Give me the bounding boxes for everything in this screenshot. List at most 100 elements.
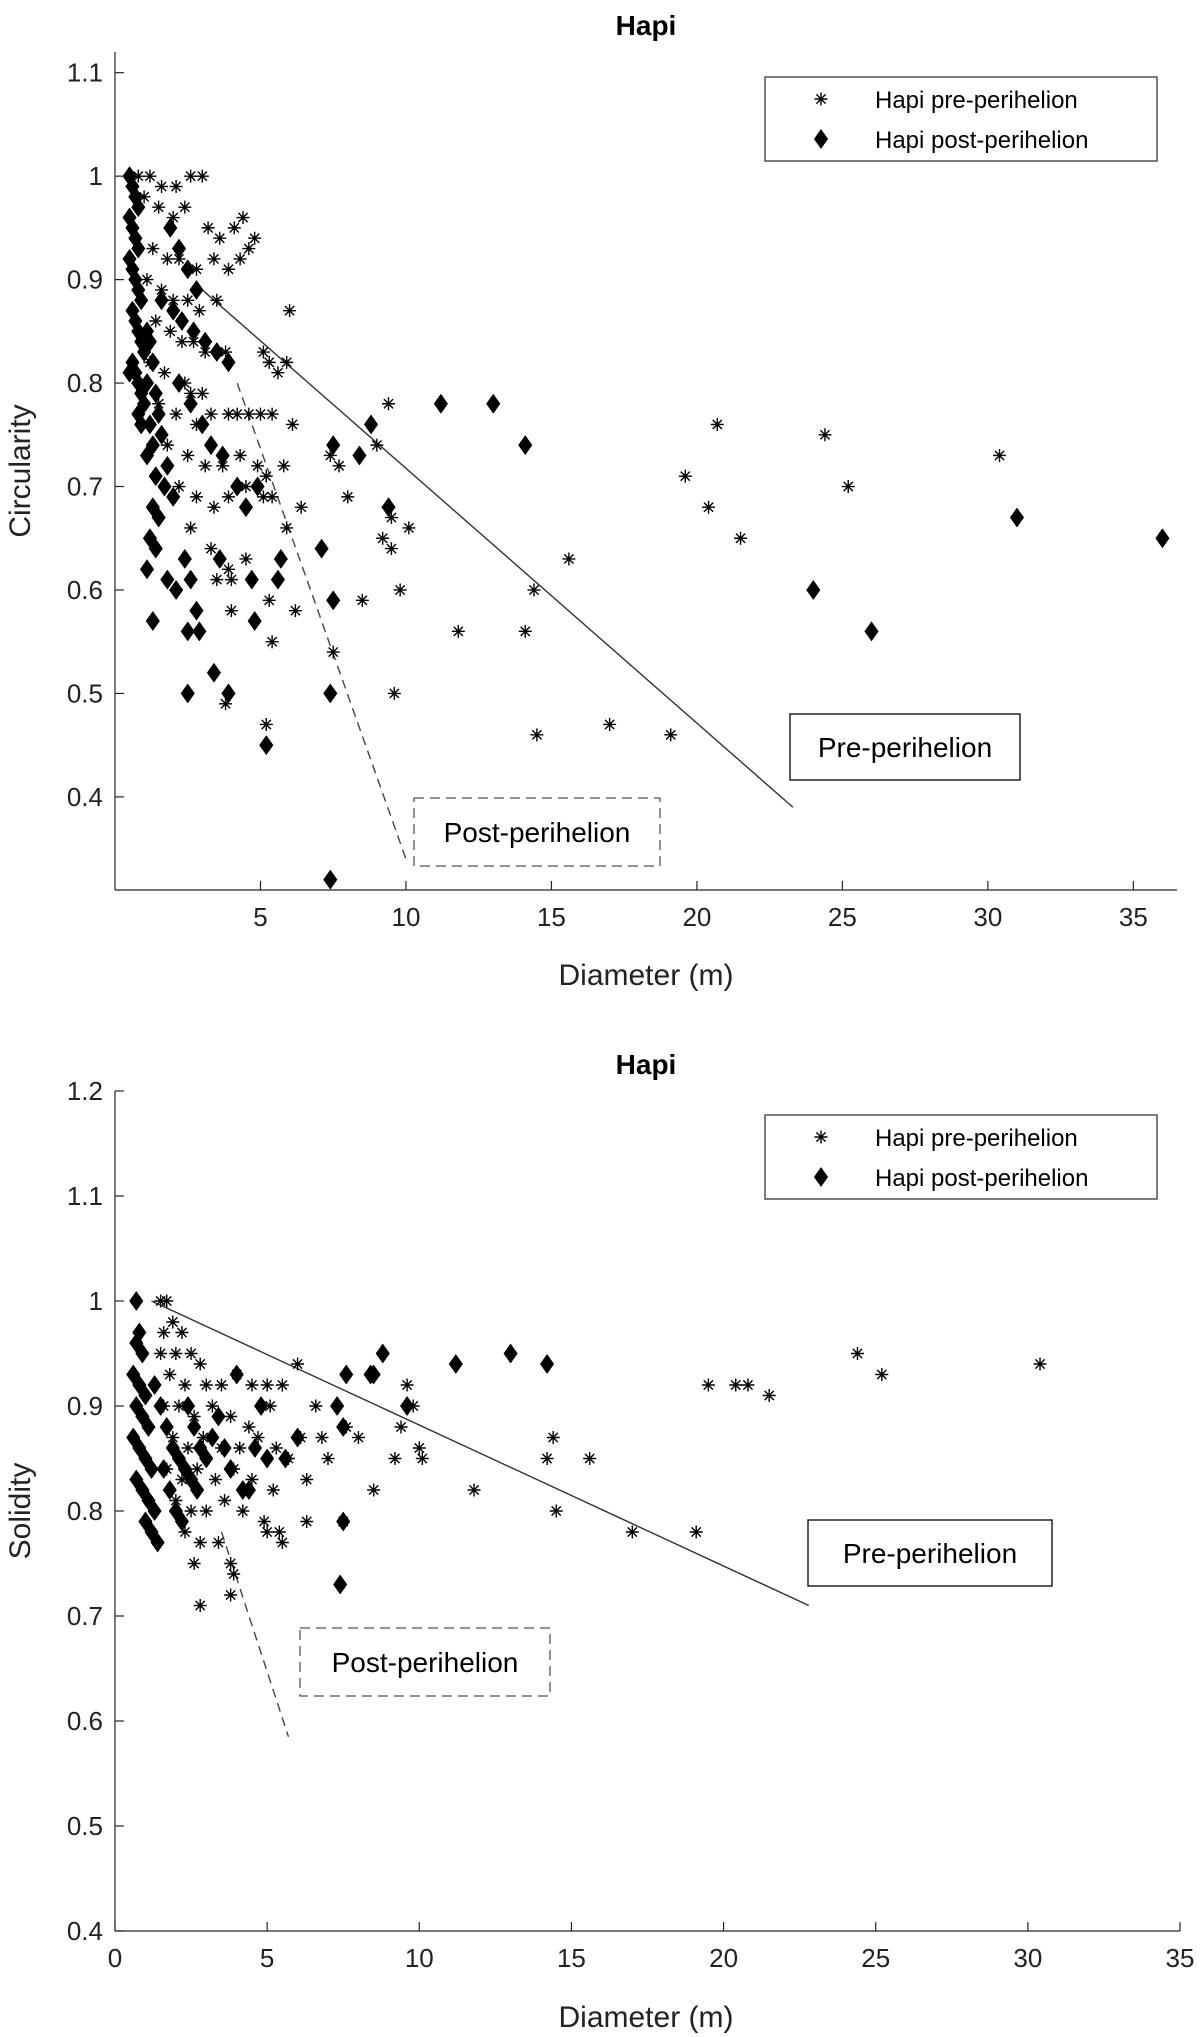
post-perihelion-point — [189, 600, 204, 621]
pre-perihelion-point — [326, 645, 340, 659]
pre-perihelion-point — [160, 438, 174, 452]
post-perihelion-point — [539, 1353, 555, 1375]
post-perihelion-point — [205, 1427, 220, 1448]
pre-perihelion-point — [189, 490, 203, 504]
post-perihelion-point — [247, 1437, 263, 1459]
x-axis-label: Diameter (m) — [558, 959, 733, 992]
pre-perihelion-point — [271, 366, 285, 380]
pre-perihelion-point — [193, 1357, 207, 1371]
post-perihelion-point — [151, 404, 166, 425]
post-perihelion-point — [336, 1511, 351, 1532]
post-perihelion-point — [250, 476, 265, 497]
pre-perihelion-point — [224, 604, 238, 618]
post-perihelion-point — [270, 569, 286, 590]
pre-perihelion-point — [518, 624, 532, 638]
post-perihelion-point — [148, 538, 163, 559]
pre-perihelion-point — [239, 552, 253, 566]
pre-perihelion-point — [280, 355, 294, 369]
post-perihelion-point — [147, 1374, 162, 1396]
x-tick-label: 0 — [108, 1943, 122, 1973]
pre-perihelion-point — [701, 1378, 715, 1392]
post-perihelion-point — [203, 435, 219, 456]
pre-perihelion-point — [224, 1588, 238, 1602]
post-perihelion-point — [217, 1437, 232, 1459]
post-perihelion-annotation-label: Post-perihelion — [444, 817, 631, 848]
pre-perihelion-point — [190, 1462, 204, 1476]
pre-perihelion-point — [387, 686, 401, 700]
pre-perihelion-point — [275, 1536, 289, 1549]
post-perihelion-point — [174, 1511, 190, 1532]
pre-perihelion-point — [204, 407, 218, 421]
pre-perihelion-point — [256, 345, 270, 359]
pre-perihelion-point — [201, 221, 215, 235]
post-perihelion-point — [253, 1395, 269, 1417]
pre-perihelion-point — [239, 480, 253, 494]
post-perihelion-point — [153, 1395, 168, 1417]
post-perihelion-trend-line — [236, 382, 407, 860]
pre-perihelion-point — [710, 417, 724, 431]
post-perihelion-point — [174, 310, 190, 332]
pre-perihelion-point — [277, 459, 291, 473]
y-tick-label: 1 — [89, 1286, 103, 1316]
pre-perihelion-point — [300, 1473, 314, 1486]
post-perihelion-point — [187, 1416, 202, 1438]
x-tick-label: 15 — [557, 1943, 586, 1973]
pre-perihelion-trend-line — [151, 1300, 810, 1607]
post-perihelion-point — [206, 662, 222, 683]
post-perihelion-point — [159, 1416, 174, 1438]
pre-perihelion-point — [215, 1378, 228, 1392]
post-perihelion-point — [171, 373, 187, 394]
post-perihelion-point — [221, 352, 236, 373]
y-tick-label: 0.6 — [67, 575, 103, 605]
x-tick-label: 30 — [973, 902, 1002, 932]
post-perihelion-point — [221, 683, 236, 704]
post-perihelion-point — [199, 1448, 214, 1469]
post-perihelion-point — [141, 1416, 156, 1438]
pre-perihelion-point — [210, 293, 224, 307]
pre-perihelion-point — [184, 521, 198, 535]
post-perihelion-point — [147, 1500, 162, 1522]
post-perihelion-point — [381, 497, 396, 518]
pre-perihelion-point — [263, 1399, 277, 1413]
post-perihelion-point — [212, 548, 227, 569]
pre-perihelion-point — [178, 1525, 192, 1539]
post-perihelion-point — [131, 238, 146, 259]
pre-perihelion-point — [207, 252, 221, 266]
post-perihelion-point — [139, 445, 155, 466]
pre-perihelion-point — [166, 211, 180, 225]
post-perihelion-point — [326, 435, 341, 456]
pre-perihelion-point — [625, 1525, 639, 1539]
post-perihelion-point — [180, 621, 195, 642]
pre-perihelion-point — [530, 728, 544, 742]
y-tick-label: 0.8 — [67, 368, 103, 398]
x-tick-label: 25 — [828, 902, 857, 932]
post-perihelion-point — [198, 331, 213, 352]
post-perihelion-point — [150, 1532, 165, 1553]
post-perihelion-point — [363, 414, 379, 435]
y-tick-label: 0.5 — [67, 678, 103, 708]
post-perihelion-point — [273, 548, 288, 569]
x-tick-label: 15 — [537, 902, 566, 932]
post-perihelion-point — [148, 466, 163, 487]
pre-perihelion-point — [256, 490, 270, 504]
pre-perihelion-point — [259, 717, 273, 731]
post-perihelion-point — [154, 424, 169, 445]
legend-entry-label: Hapi pre-perihelion — [875, 87, 1078, 114]
pre-perihelion-point — [248, 231, 262, 245]
pre-perihelion-point — [678, 469, 692, 483]
pre-perihelion-point — [294, 500, 308, 514]
pre-perihelion-point — [213, 231, 227, 245]
post-perihelion-point — [366, 1364, 381, 1385]
post-perihelion-point — [131, 197, 146, 218]
pre-perihelion-point — [367, 1483, 381, 1497]
post-perihelion-point — [157, 476, 172, 497]
post-perihelion-point — [518, 435, 533, 456]
pre-perihelion-point — [323, 448, 337, 462]
pre-perihelion-point — [230, 407, 244, 421]
post-perihelion-point — [230, 476, 245, 497]
y-tick-label: 0.9 — [67, 265, 103, 295]
x-tick-label: 35 — [1166, 1943, 1195, 1973]
pre-perihelion-point — [415, 1452, 429, 1465]
pre-perihelion-point — [393, 583, 407, 597]
